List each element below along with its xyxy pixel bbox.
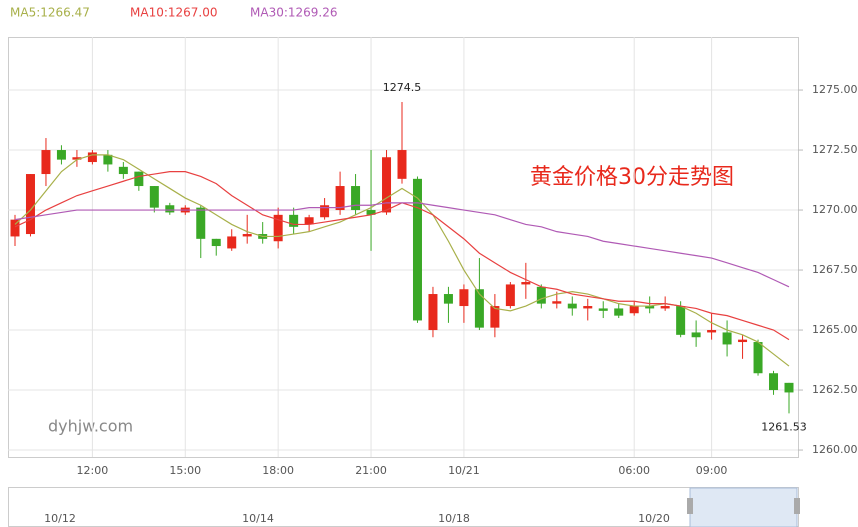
candle-body xyxy=(366,210,376,215)
candle-body xyxy=(645,306,655,309)
legend-entry: MA5:1266.47 xyxy=(10,6,90,20)
y-tick-label: 1265.00 xyxy=(812,323,858,336)
candle-body xyxy=(490,306,500,328)
candle-body xyxy=(56,150,66,160)
navigator-handle[interactable] xyxy=(794,498,800,514)
candle-body xyxy=(784,382,794,393)
candle-body xyxy=(443,294,453,304)
candle-body xyxy=(505,284,515,307)
candle-body xyxy=(412,178,422,321)
ma-line xyxy=(14,202,790,288)
extreme-label: 1274.5 xyxy=(383,81,422,94)
x-tick-label: 21:00 xyxy=(355,464,387,477)
candle-body xyxy=(227,236,237,249)
legend-entry: MA10:1267.00 xyxy=(130,6,218,20)
candle-body xyxy=(335,186,345,211)
candle-body xyxy=(72,157,82,160)
candle-body xyxy=(211,238,221,247)
navigator-label: 10/14 xyxy=(242,512,274,525)
candle-body xyxy=(676,306,686,335)
candle-body xyxy=(149,186,159,208)
y-tick-label: 1272.50 xyxy=(812,143,858,156)
candle-body xyxy=(273,214,283,242)
x-tick-label: 15:00 xyxy=(169,464,201,477)
candle-body xyxy=(769,373,779,391)
candle-body xyxy=(428,294,438,331)
candle-body xyxy=(614,308,624,316)
candle-body xyxy=(351,186,361,211)
navigator-label: 10/18 xyxy=(438,512,470,525)
candle-body xyxy=(459,289,469,307)
candle-body xyxy=(25,174,35,235)
x-tick-label: 18:00 xyxy=(262,464,294,477)
x-tick-label: 12:00 xyxy=(77,464,109,477)
candle-body xyxy=(165,205,175,213)
navigator-label: 10/12 xyxy=(44,512,76,525)
watermark: dyhjw.com xyxy=(48,417,133,436)
candle-body xyxy=(567,303,577,309)
candle-body xyxy=(289,214,299,227)
navigator-handle[interactable] xyxy=(687,498,693,514)
candle-body xyxy=(87,152,97,163)
candle-body xyxy=(536,286,546,304)
candle-body xyxy=(629,306,639,314)
y-tick-label: 1270.00 xyxy=(812,203,858,216)
navigator[interactable] xyxy=(8,487,799,527)
candle-body xyxy=(707,330,717,333)
x-tick-label: 10/21 xyxy=(448,464,480,477)
legend-entry: MA30:1269.26 xyxy=(250,6,338,20)
x-tick-label: 06:00 xyxy=(618,464,650,477)
candle-body xyxy=(660,306,670,309)
candle-body xyxy=(598,308,608,311)
candle-body xyxy=(722,332,732,345)
y-tick-label: 1260.00 xyxy=(812,443,858,456)
navigator-selection[interactable] xyxy=(689,487,798,527)
candle-body xyxy=(10,219,20,237)
x-tick-label: 09:00 xyxy=(696,464,728,477)
candle-body xyxy=(304,217,314,225)
candle-body xyxy=(521,282,531,285)
candle-body xyxy=(691,332,701,338)
candle-body xyxy=(41,150,51,175)
y-tick-label: 1267.50 xyxy=(812,263,858,276)
candle-body xyxy=(397,150,407,179)
extreme-label: 1261.53 xyxy=(761,420,807,433)
candle-body xyxy=(583,306,593,309)
candle-body xyxy=(738,339,748,343)
candle-body xyxy=(242,234,252,237)
candle-body xyxy=(382,157,392,213)
candle-body xyxy=(103,154,113,165)
candle-body xyxy=(196,207,206,239)
navigator-label: 10/20 xyxy=(638,512,670,525)
plot-frame xyxy=(8,37,799,458)
ma-line xyxy=(14,154,790,367)
y-tick-label: 1275.00 xyxy=(812,83,858,96)
y-tick-label: 1262.50 xyxy=(812,383,858,396)
chart-title: 黄金价格30分走势图 xyxy=(530,165,734,190)
candle-body xyxy=(552,301,562,304)
candle-body xyxy=(753,342,763,374)
candle-body xyxy=(118,166,128,175)
ma-line xyxy=(14,171,790,341)
candle-body xyxy=(320,205,330,218)
candle-body xyxy=(474,289,484,328)
candle-body xyxy=(134,171,144,187)
